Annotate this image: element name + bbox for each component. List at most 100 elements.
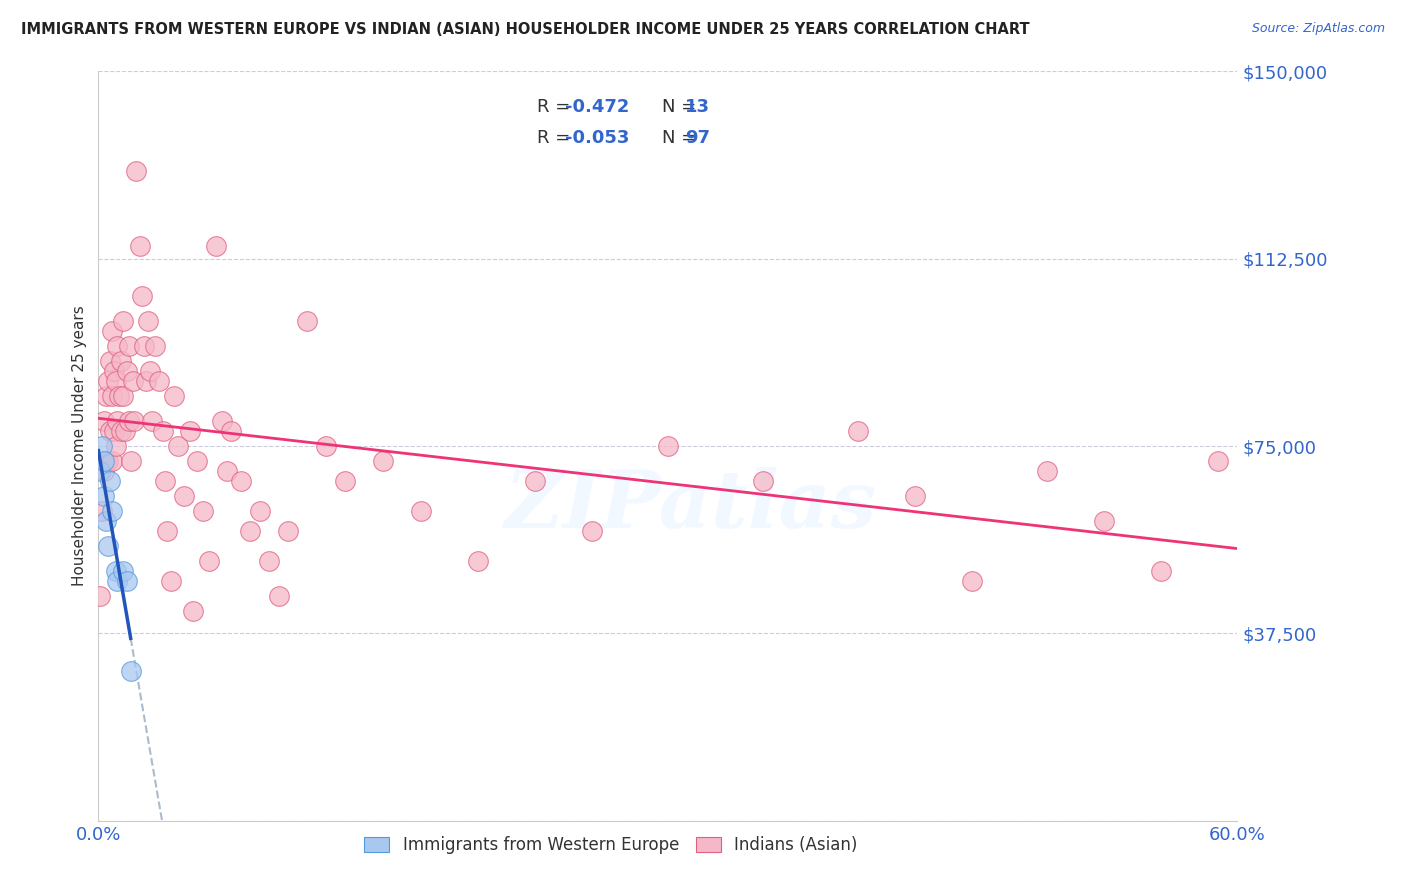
Point [121,374,143,388]
Point [581,524,603,538]
Point [152,424,174,438]
Point [98,354,121,368]
Point [217,464,239,478]
Point [97,454,120,468]
Point [118,339,141,353]
Point [960,574,983,588]
Point [186,454,208,468]
Point [104,439,127,453]
Point [112,564,135,578]
Point [132,339,155,353]
Point [104,564,127,578]
Point [239,524,262,538]
Point [103,424,125,438]
Point [153,474,176,488]
Point [131,289,153,303]
Point [129,239,152,253]
Point [229,474,252,488]
Point [97,539,120,553]
Point [112,389,135,403]
Point [1036,464,1059,478]
Point [89,589,111,603]
Point [93,489,115,503]
Point [904,489,927,503]
Point [120,454,142,468]
Point [249,504,271,518]
Point [145,339,167,353]
Text: 97: 97 [685,129,710,147]
Point [98,424,121,438]
Point [104,374,127,388]
Point [125,164,148,178]
Point [335,474,357,488]
Point [100,324,122,338]
Point [107,574,129,588]
Point [94,389,117,403]
Point [173,489,195,503]
Text: N =: N = [662,97,702,116]
Point [411,504,433,518]
Text: Source: ZipAtlas.com: Source: ZipAtlas.com [1251,22,1385,36]
Point [114,424,136,438]
Point [98,474,121,488]
Text: N =: N = [662,129,702,147]
Point [103,364,125,378]
Point [267,589,290,603]
Point [97,374,120,388]
Point [1150,564,1173,578]
Point [148,374,170,388]
Point [141,414,163,428]
Point [191,504,214,518]
Text: IMMIGRANTS FROM WESTERN EUROPE VS INDIAN (ASIAN) HOUSEHOLDER INCOME UNDER 25 YEA: IMMIGRANTS FROM WESTERN EUROPE VS INDIAN… [21,22,1029,37]
Point [94,454,117,468]
Point [91,504,114,518]
Point [524,474,547,488]
Point [112,314,135,328]
Point [297,314,319,328]
Text: 13: 13 [685,97,710,116]
Point [179,424,201,438]
Point [89,464,111,478]
Point [118,414,141,428]
Point [100,454,122,468]
Point [100,504,122,518]
Point [1094,514,1116,528]
Point [752,474,775,488]
Point [93,464,115,478]
Point [221,424,243,438]
Point [91,439,114,453]
Point [115,364,138,378]
Point [657,439,679,453]
Point [107,414,129,428]
Point [167,439,190,453]
Point [159,574,181,588]
Point [107,339,129,353]
Text: R =: R = [537,97,576,116]
Point [100,389,122,403]
Text: R =: R = [537,129,576,147]
Point [277,524,299,538]
Point [156,524,179,538]
Point [135,374,157,388]
Point [110,424,132,438]
Point [124,414,146,428]
Point [93,454,115,468]
Point [136,314,159,328]
Point [183,604,205,618]
Point [315,439,337,453]
Point [115,574,138,588]
Point [108,389,131,403]
Text: -0.053: -0.053 [565,129,630,147]
Point [110,354,132,368]
Point [197,554,219,568]
Text: ZIPatlas: ZIPatlas [505,467,877,545]
Point [371,454,394,468]
Point [94,514,117,528]
Point [259,554,281,568]
Point [846,424,869,438]
Point [1208,454,1230,468]
Point [138,364,160,378]
Point [211,414,233,428]
Y-axis label: Householder Income Under 25 years: Householder Income Under 25 years [72,306,87,586]
Text: -0.472: -0.472 [565,97,630,116]
